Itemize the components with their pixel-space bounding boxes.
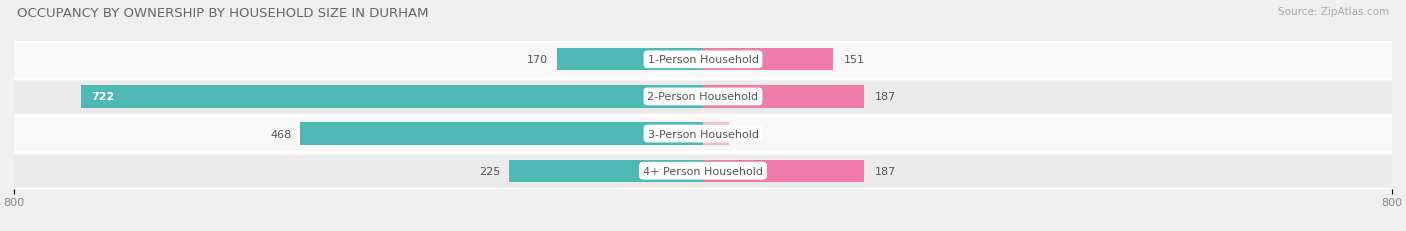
Bar	[14, 42, 1392, 78]
Text: 151: 151	[844, 55, 865, 65]
Text: 187: 187	[875, 166, 896, 176]
Text: 1-Person Household: 1-Person Household	[648, 55, 758, 65]
Bar	[299, 123, 703, 145]
Bar	[703, 160, 865, 182]
Text: 225: 225	[479, 166, 501, 176]
Bar	[82, 86, 703, 108]
Text: 3-Person Household: 3-Person Household	[648, 129, 758, 139]
Bar	[703, 49, 832, 71]
Bar	[509, 160, 703, 182]
Text: 468: 468	[270, 129, 291, 139]
Text: Source: ZipAtlas.com: Source: ZipAtlas.com	[1278, 7, 1389, 17]
Text: 722: 722	[91, 92, 115, 102]
Text: 187: 187	[875, 92, 896, 102]
Text: 0: 0	[713, 129, 720, 139]
Text: OCCUPANCY BY OWNERSHIP BY HOUSEHOLD SIZE IN DURHAM: OCCUPANCY BY OWNERSHIP BY HOUSEHOLD SIZE…	[17, 7, 429, 20]
Bar	[14, 79, 1392, 115]
Bar	[557, 49, 703, 71]
Text: 2-Person Household: 2-Person Household	[647, 92, 759, 102]
Bar	[703, 123, 728, 145]
Bar	[14, 153, 1392, 189]
Text: 4+ Person Household: 4+ Person Household	[643, 166, 763, 176]
Text: 170: 170	[527, 55, 548, 65]
Bar	[14, 116, 1392, 152]
Bar	[703, 86, 865, 108]
